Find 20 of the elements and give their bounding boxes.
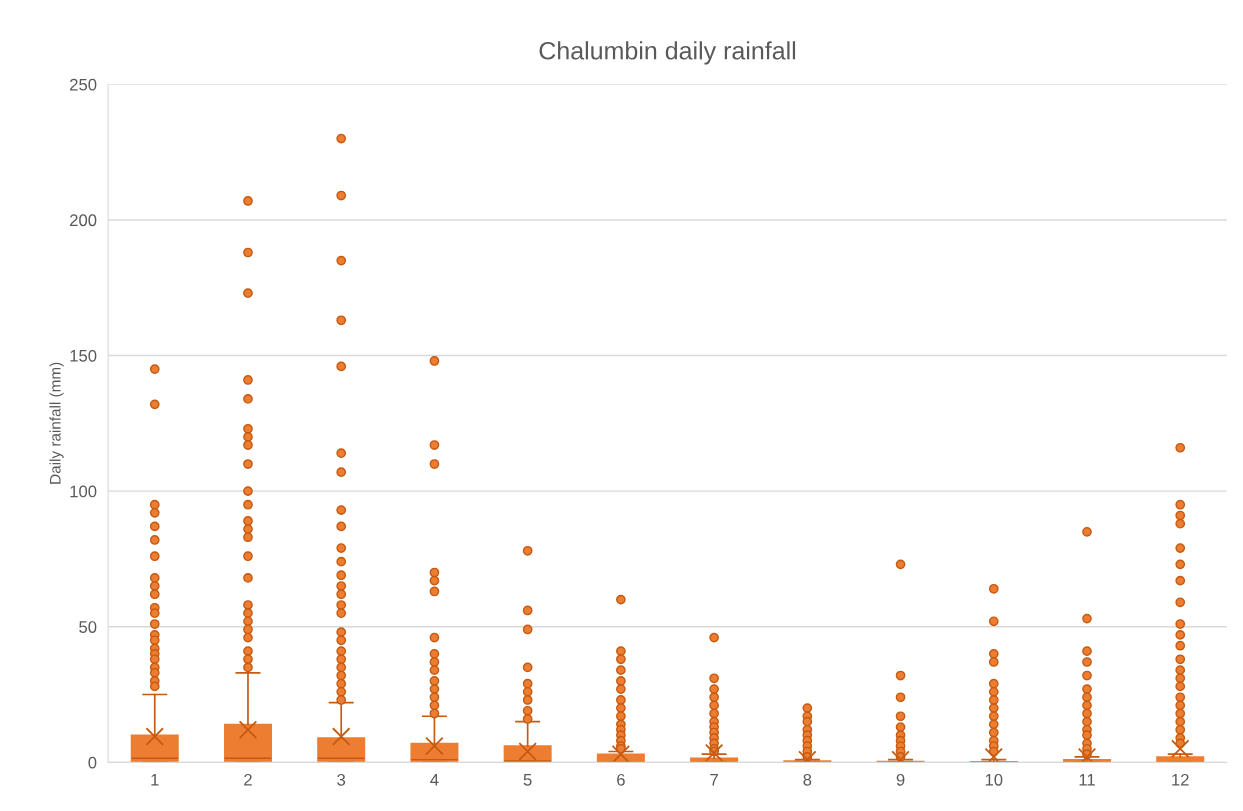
y-tick-label: 250: [70, 78, 97, 91]
y-axis-title: Daily rainfall (mm): [49, 362, 64, 484]
x-tick-label: 10: [985, 773, 1003, 786]
x-tick-label: 11: [1079, 774, 1095, 786]
x-tick-label: 2: [244, 773, 252, 786]
chart-title: Chalumbin daily rainfall: [539, 41, 796, 65]
x-tick-label: 12: [1172, 773, 1189, 786]
y-tick-label: 150: [70, 349, 97, 362]
x-tick-label: 6: [617, 773, 625, 786]
x-tick-label: 1: [151, 774, 159, 786]
x-tick-label: 5: [523, 774, 532, 786]
x-tick-label: 4: [430, 774, 439, 786]
y-tick-label: 100: [70, 485, 97, 498]
y-tick-label: 0: [88, 756, 97, 769]
y-tick-label: 50: [79, 621, 97, 633]
y-tick-label: 200: [70, 214, 97, 227]
x-tick-label: 8: [803, 773, 812, 786]
x-tick-label: 9: [896, 773, 905, 786]
x-tick-label: 3: [337, 773, 346, 786]
x-tick-label: 7: [710, 774, 718, 786]
